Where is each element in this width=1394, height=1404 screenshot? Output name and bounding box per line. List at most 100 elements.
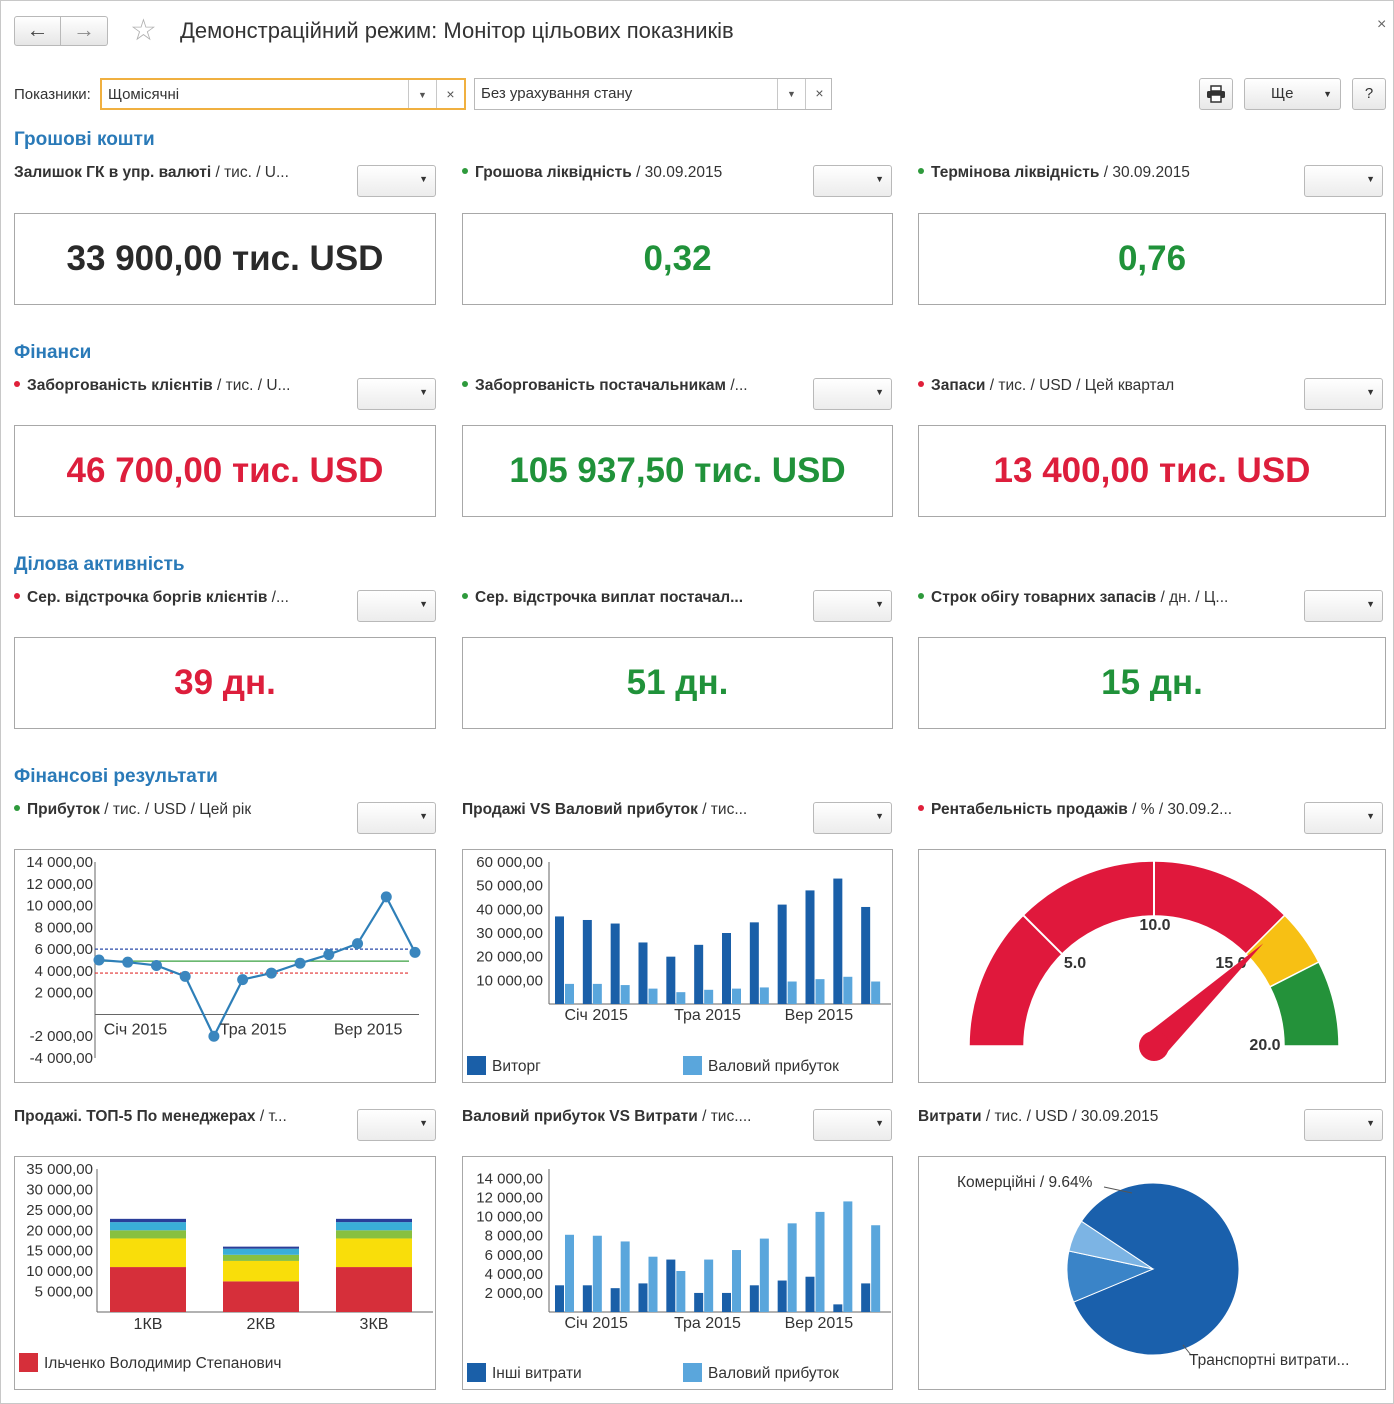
value-receivables[interactable]: 46 700,00 тис. USD bbox=[14, 425, 436, 517]
svg-gve-y-tick-label: 6 000,00 bbox=[485, 1247, 543, 1264]
profit-point bbox=[323, 949, 335, 961]
close-icon[interactable]: × bbox=[1377, 16, 1387, 33]
value-inventory-turnover[interactable]: 15 дн. bbox=[918, 637, 1386, 729]
stacked-bar-segment bbox=[336, 1230, 412, 1239]
bar-primary bbox=[610, 1288, 620, 1312]
chart-top5-box[interactable]: 35 000,00 30 000,00 25 000,00 20 000,00 15 0… bbox=[14, 1156, 436, 1390]
legend-label: Валовий прибуток bbox=[708, 1365, 839, 1382]
bar-secondary bbox=[676, 1271, 686, 1312]
forward-button[interactable]: → bbox=[61, 16, 108, 46]
bar-secondary bbox=[620, 985, 630, 1004]
value-quick-liquidity[interactable]: 0,76 bbox=[918, 213, 1386, 305]
widget-menu-button[interactable]: ▼ bbox=[357, 1109, 436, 1141]
help-button[interactable]: ? bbox=[1352, 78, 1386, 110]
chevron-down-icon: ▼ bbox=[875, 174, 884, 184]
bar-primary bbox=[555, 916, 564, 1004]
chevron-down-icon: ▼ bbox=[419, 1118, 428, 1128]
value-supplier-delay[interactable]: 51 дн. bbox=[462, 637, 893, 729]
widget-title-inventory: Запаси / тис. / USD / Цей квартал bbox=[918, 377, 1298, 395]
widget-menu-button[interactable]: ▼ bbox=[1304, 1109, 1383, 1141]
svg-gve-y-tick-label: 8 000,00 bbox=[485, 1228, 543, 1245]
chart-gross-vs-expenses: 14 000,00 12 000,00 10 000,00 8 000,00 6 000… bbox=[467, 1169, 891, 1382]
stacked-bar-segment bbox=[110, 1218, 186, 1223]
bar-secondary bbox=[815, 1211, 825, 1312]
x-axis-label: Вер 2015 bbox=[785, 1315, 854, 1332]
widget-title-gl-balance: Залишок ГК в упр. валюті / тис. / U... bbox=[14, 164, 289, 181]
value-client-delay[interactable]: 39 дн. bbox=[14, 637, 436, 729]
chart-expenses-box[interactable]: Комерційні / 9.64% Транспортні витрати... bbox=[918, 1156, 1386, 1390]
chart-sales-vs-gross-box[interactable]: 60 000,00 50 000,00 40 000,00 30 000,00 20 0… bbox=[462, 849, 893, 1083]
print-button[interactable] bbox=[1199, 78, 1233, 110]
widget-menu-button[interactable]: ▼ bbox=[357, 378, 436, 410]
widget-menu-button[interactable]: ▼ bbox=[813, 802, 892, 834]
widget-menu-button[interactable]: ▼ bbox=[1304, 165, 1383, 197]
stacked-bar-segment bbox=[223, 1248, 299, 1255]
chevron-down-icon: ▼ bbox=[419, 174, 428, 184]
top5-y-tick-label: 30 000,00 bbox=[26, 1181, 93, 1198]
legend-swatch bbox=[683, 1363, 702, 1382]
chevron-down-icon: ▼ bbox=[875, 599, 884, 609]
profit-y-tick-label: 6 000,00 bbox=[35, 941, 93, 958]
bar-primary bbox=[722, 933, 731, 1004]
widget-menu-button[interactable]: ▼ bbox=[813, 378, 892, 410]
widget-menu-button[interactable]: ▼ bbox=[1304, 590, 1383, 622]
widget-menu-button[interactable]: ▼ bbox=[357, 590, 436, 622]
clear-icon[interactable]: × bbox=[805, 79, 833, 109]
value-payables[interactable]: 105 937,50 тис. USD bbox=[462, 425, 893, 517]
svg-sales-y-tick-label: 30 000,00 bbox=[476, 925, 543, 942]
widget-menu-button[interactable]: ▼ bbox=[357, 165, 436, 197]
bar-primary bbox=[777, 1280, 787, 1312]
value-cash-liquidity[interactable]: 0,32 bbox=[462, 213, 893, 305]
bar-primary bbox=[861, 906, 871, 1004]
status-dot-green bbox=[462, 380, 468, 387]
section-title-activity: Ділова активність bbox=[14, 554, 185, 575]
clear-icon[interactable]: × bbox=[436, 80, 464, 108]
chevron-down-icon: ▼ bbox=[1323, 89, 1332, 99]
back-button[interactable]: ← bbox=[14, 16, 61, 46]
profit-y-tick-label: -2 000,00 bbox=[30, 1028, 93, 1045]
chevron-down-icon: ▼ bbox=[419, 811, 428, 821]
bar-primary bbox=[833, 1304, 843, 1312]
widget-menu-button[interactable]: ▼ bbox=[357, 802, 436, 834]
x-axis-label: Вер 2015 bbox=[785, 1007, 854, 1024]
widget-menu-button[interactable]: ▼ bbox=[1304, 378, 1383, 410]
chevron-down-icon[interactable]: ▼ bbox=[408, 80, 436, 108]
chart-profit-box[interactable]: 14 000,00 12 000,00 10 000,00 8 000,00 6 000… bbox=[14, 849, 436, 1083]
legend-label: Інші витрати bbox=[492, 1365, 582, 1382]
bar-secondary bbox=[759, 987, 769, 1004]
widget-menu-button[interactable]: ▼ bbox=[1304, 802, 1383, 834]
section-title-results: Фінансові результати bbox=[14, 766, 218, 787]
widget-menu-button[interactable]: ▼ bbox=[813, 1109, 892, 1141]
chevron-down-icon: ▼ bbox=[1366, 174, 1375, 184]
widget-title-quick-liquidity: Термінова ліквідність / 30.09.2015 bbox=[918, 164, 1298, 182]
profit-y-tick-label: 12 000,00 bbox=[26, 876, 93, 893]
chevron-down-icon[interactable]: ▼ bbox=[777, 79, 805, 109]
widget-title-payables: Заборгованість постачальникам /... bbox=[462, 377, 802, 395]
widget-title-cash-liquidity: Грошова ліквідність / 30.09.2015 bbox=[462, 164, 802, 182]
status-dot-green bbox=[14, 804, 20, 811]
chart-expenses-pie: Комерційні / 9.64% Транспортні витрати... bbox=[957, 1174, 1349, 1369]
profit-x-label: Вер 2015 bbox=[334, 1021, 403, 1038]
widget-menu-button[interactable]: ▼ bbox=[813, 165, 892, 197]
more-button[interactable]: Ще ▼ bbox=[1244, 78, 1341, 110]
bar-secondary bbox=[871, 1225, 881, 1312]
chart-gross-vs-expenses-box[interactable]: 14 000,00 12 000,00 10 000,00 8 000,00 6 000… bbox=[462, 1156, 893, 1390]
status-dot-green bbox=[918, 167, 924, 174]
legend-swatch bbox=[467, 1056, 486, 1075]
svg-sales-y-tick-label: 60 000,00 bbox=[476, 854, 543, 871]
value-gl-balance[interactable]: 33 900,00 тис. USD bbox=[14, 213, 436, 305]
bar-secondary bbox=[565, 1234, 574, 1312]
legend-swatch bbox=[19, 1353, 38, 1372]
pie-label: Транспортні витрати... bbox=[1189, 1352, 1349, 1369]
period-select[interactable]: Щомісячні ▼ × bbox=[100, 78, 466, 110]
widget-title-receivables: Заборгованість клієнтів / тис. / U... bbox=[14, 377, 344, 395]
top5-y-tick-label: 5 000,00 bbox=[35, 1284, 93, 1301]
widget-menu-button[interactable]: ▼ bbox=[813, 590, 892, 622]
state-select[interactable]: Без урахування стану ▼ × bbox=[474, 78, 832, 110]
chart-profitability-box[interactable]: 5.0 10.0 15.0 20.0 bbox=[918, 849, 1386, 1083]
bar-primary bbox=[610, 923, 620, 1004]
value-inventory[interactable]: 13 400,00 тис. USD bbox=[918, 425, 1386, 517]
indicators-label: Показники: bbox=[14, 86, 91, 103]
chevron-down-icon: ▼ bbox=[419, 387, 428, 397]
favorite-star-icon[interactable]: ☆ bbox=[130, 14, 157, 47]
